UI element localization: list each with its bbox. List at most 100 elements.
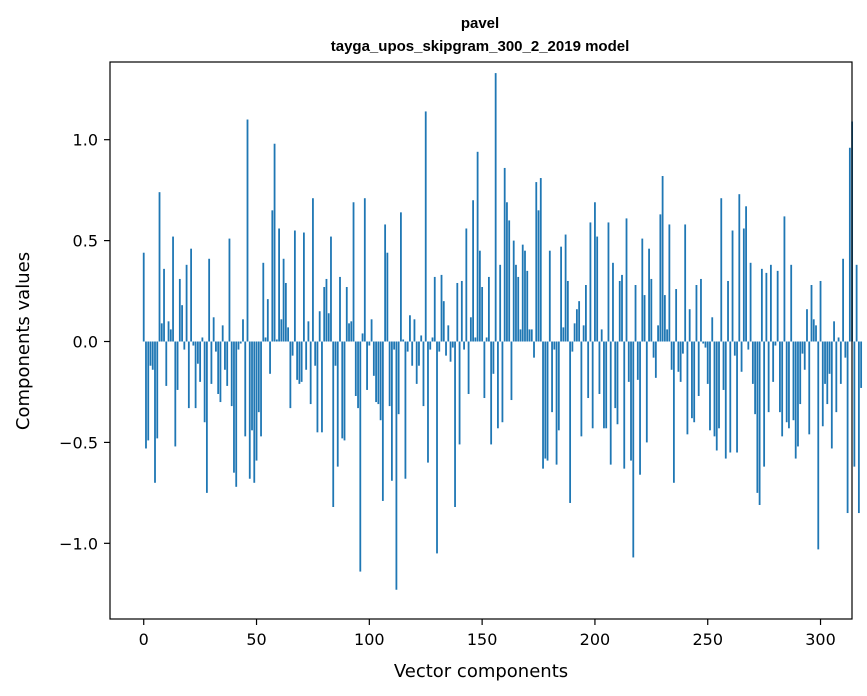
bar-171 — [528, 329, 531, 342]
bar-82 — [327, 313, 330, 342]
bar-224 — [648, 248, 650, 342]
bar-179 — [546, 341, 549, 461]
bar-232 — [666, 329, 669, 342]
bar-300 — [819, 280, 822, 342]
bar-196 — [585, 285, 587, 342]
bar-262 — [733, 341, 736, 356]
bar-103 — [375, 341, 377, 403]
bar-270 — [751, 341, 754, 384]
bar-52 — [260, 341, 262, 437]
bar-101 — [370, 319, 373, 342]
bar-297 — [812, 319, 815, 342]
bar-136 — [449, 341, 452, 362]
bar-32 — [215, 341, 217, 352]
bar-59 — [275, 339, 278, 342]
bar-158 — [499, 264, 502, 342]
bar-302 — [824, 341, 826, 384]
x-tick-label-5: 250 — [692, 630, 723, 649]
bar-73 — [307, 321, 310, 342]
bar-309 — [839, 341, 842, 384]
bar-187 — [564, 234, 567, 342]
bar-15 — [176, 341, 179, 390]
bar-81 — [325, 278, 328, 342]
bar-63 — [284, 282, 287, 342]
bar-312 — [846, 341, 849, 514]
bar-162 — [508, 220, 511, 342]
bar-212 — [621, 274, 623, 342]
bar-30 — [210, 341, 213, 384]
bar-303 — [826, 341, 829, 405]
bar-12 — [169, 329, 172, 342]
bar-275 — [763, 341, 766, 467]
bar-39 — [230, 341, 233, 407]
bar-102 — [372, 341, 375, 376]
bar-16 — [178, 278, 181, 342]
bar-247 — [700, 278, 702, 342]
bar-87 — [339, 276, 341, 342]
bar-146 — [472, 200, 474, 342]
bar-57 — [271, 210, 274, 342]
bar-132 — [440, 274, 443, 342]
bar-178 — [544, 341, 547, 459]
bar-64 — [287, 327, 290, 342]
bar-75 — [312, 198, 314, 342]
bar-53 — [262, 262, 265, 342]
bar-126 — [427, 341, 429, 463]
x-tick-label-2: 100 — [354, 630, 385, 649]
bar-244 — [693, 341, 696, 423]
bar-301 — [821, 341, 824, 427]
bar-299 — [817, 341, 820, 550]
bar-206 — [607, 222, 610, 342]
bar-248 — [702, 341, 705, 344]
bar-112 — [395, 341, 398, 590]
plot-frame — [109, 61, 853, 620]
bar-44 — [242, 319, 244, 342]
bar-85 — [334, 341, 337, 366]
bar-167 — [519, 329, 522, 342]
bar-137 — [451, 341, 454, 348]
bar-23 — [194, 341, 197, 409]
bar-6 — [156, 341, 159, 439]
bar-272 — [756, 341, 759, 493]
bar-47 — [248, 341, 251, 479]
bar-279 — [772, 341, 775, 382]
bar-21 — [190, 248, 192, 342]
bar-37 — [226, 341, 229, 386]
x-tick-label-4: 200 — [580, 630, 611, 649]
bar-157 — [497, 341, 499, 429]
bar-280 — [774, 341, 777, 346]
x-tick-label-3: 150 — [467, 630, 498, 649]
bar-166 — [517, 276, 520, 342]
bar-151 — [483, 341, 486, 399]
bar-235 — [672, 341, 675, 483]
bar-220 — [639, 341, 641, 475]
bar-315 — [853, 341, 856, 467]
bar-242 — [688, 309, 691, 342]
y-tick-label-1: −0.5 — [59, 433, 98, 452]
bar-60 — [278, 228, 280, 342]
bar-99 — [366, 341, 368, 390]
bar-13 — [172, 236, 174, 342]
bar-239 — [682, 341, 684, 354]
bar-170 — [526, 270, 529, 342]
bar-317 — [857, 341, 860, 514]
bar-98 — [363, 198, 366, 342]
bar-29 — [208, 258, 211, 342]
bar-68 — [296, 341, 299, 380]
bar-154 — [490, 341, 493, 445]
bar-194 — [580, 341, 583, 437]
bar-107 — [384, 224, 387, 342]
bar-49 — [253, 341, 256, 483]
bar-127 — [429, 341, 432, 350]
bar-104 — [377, 341, 380, 405]
bar-201 — [596, 236, 599, 342]
bar-34 — [219, 341, 222, 403]
bar-202 — [598, 341, 601, 394]
bar-261 — [731, 230, 734, 342]
bar-131 — [438, 341, 441, 352]
bar-199 — [591, 341, 594, 429]
bar-119 — [411, 341, 414, 366]
bar-25 — [199, 341, 202, 382]
bar-28 — [205, 341, 208, 493]
bar-150 — [481, 287, 484, 342]
